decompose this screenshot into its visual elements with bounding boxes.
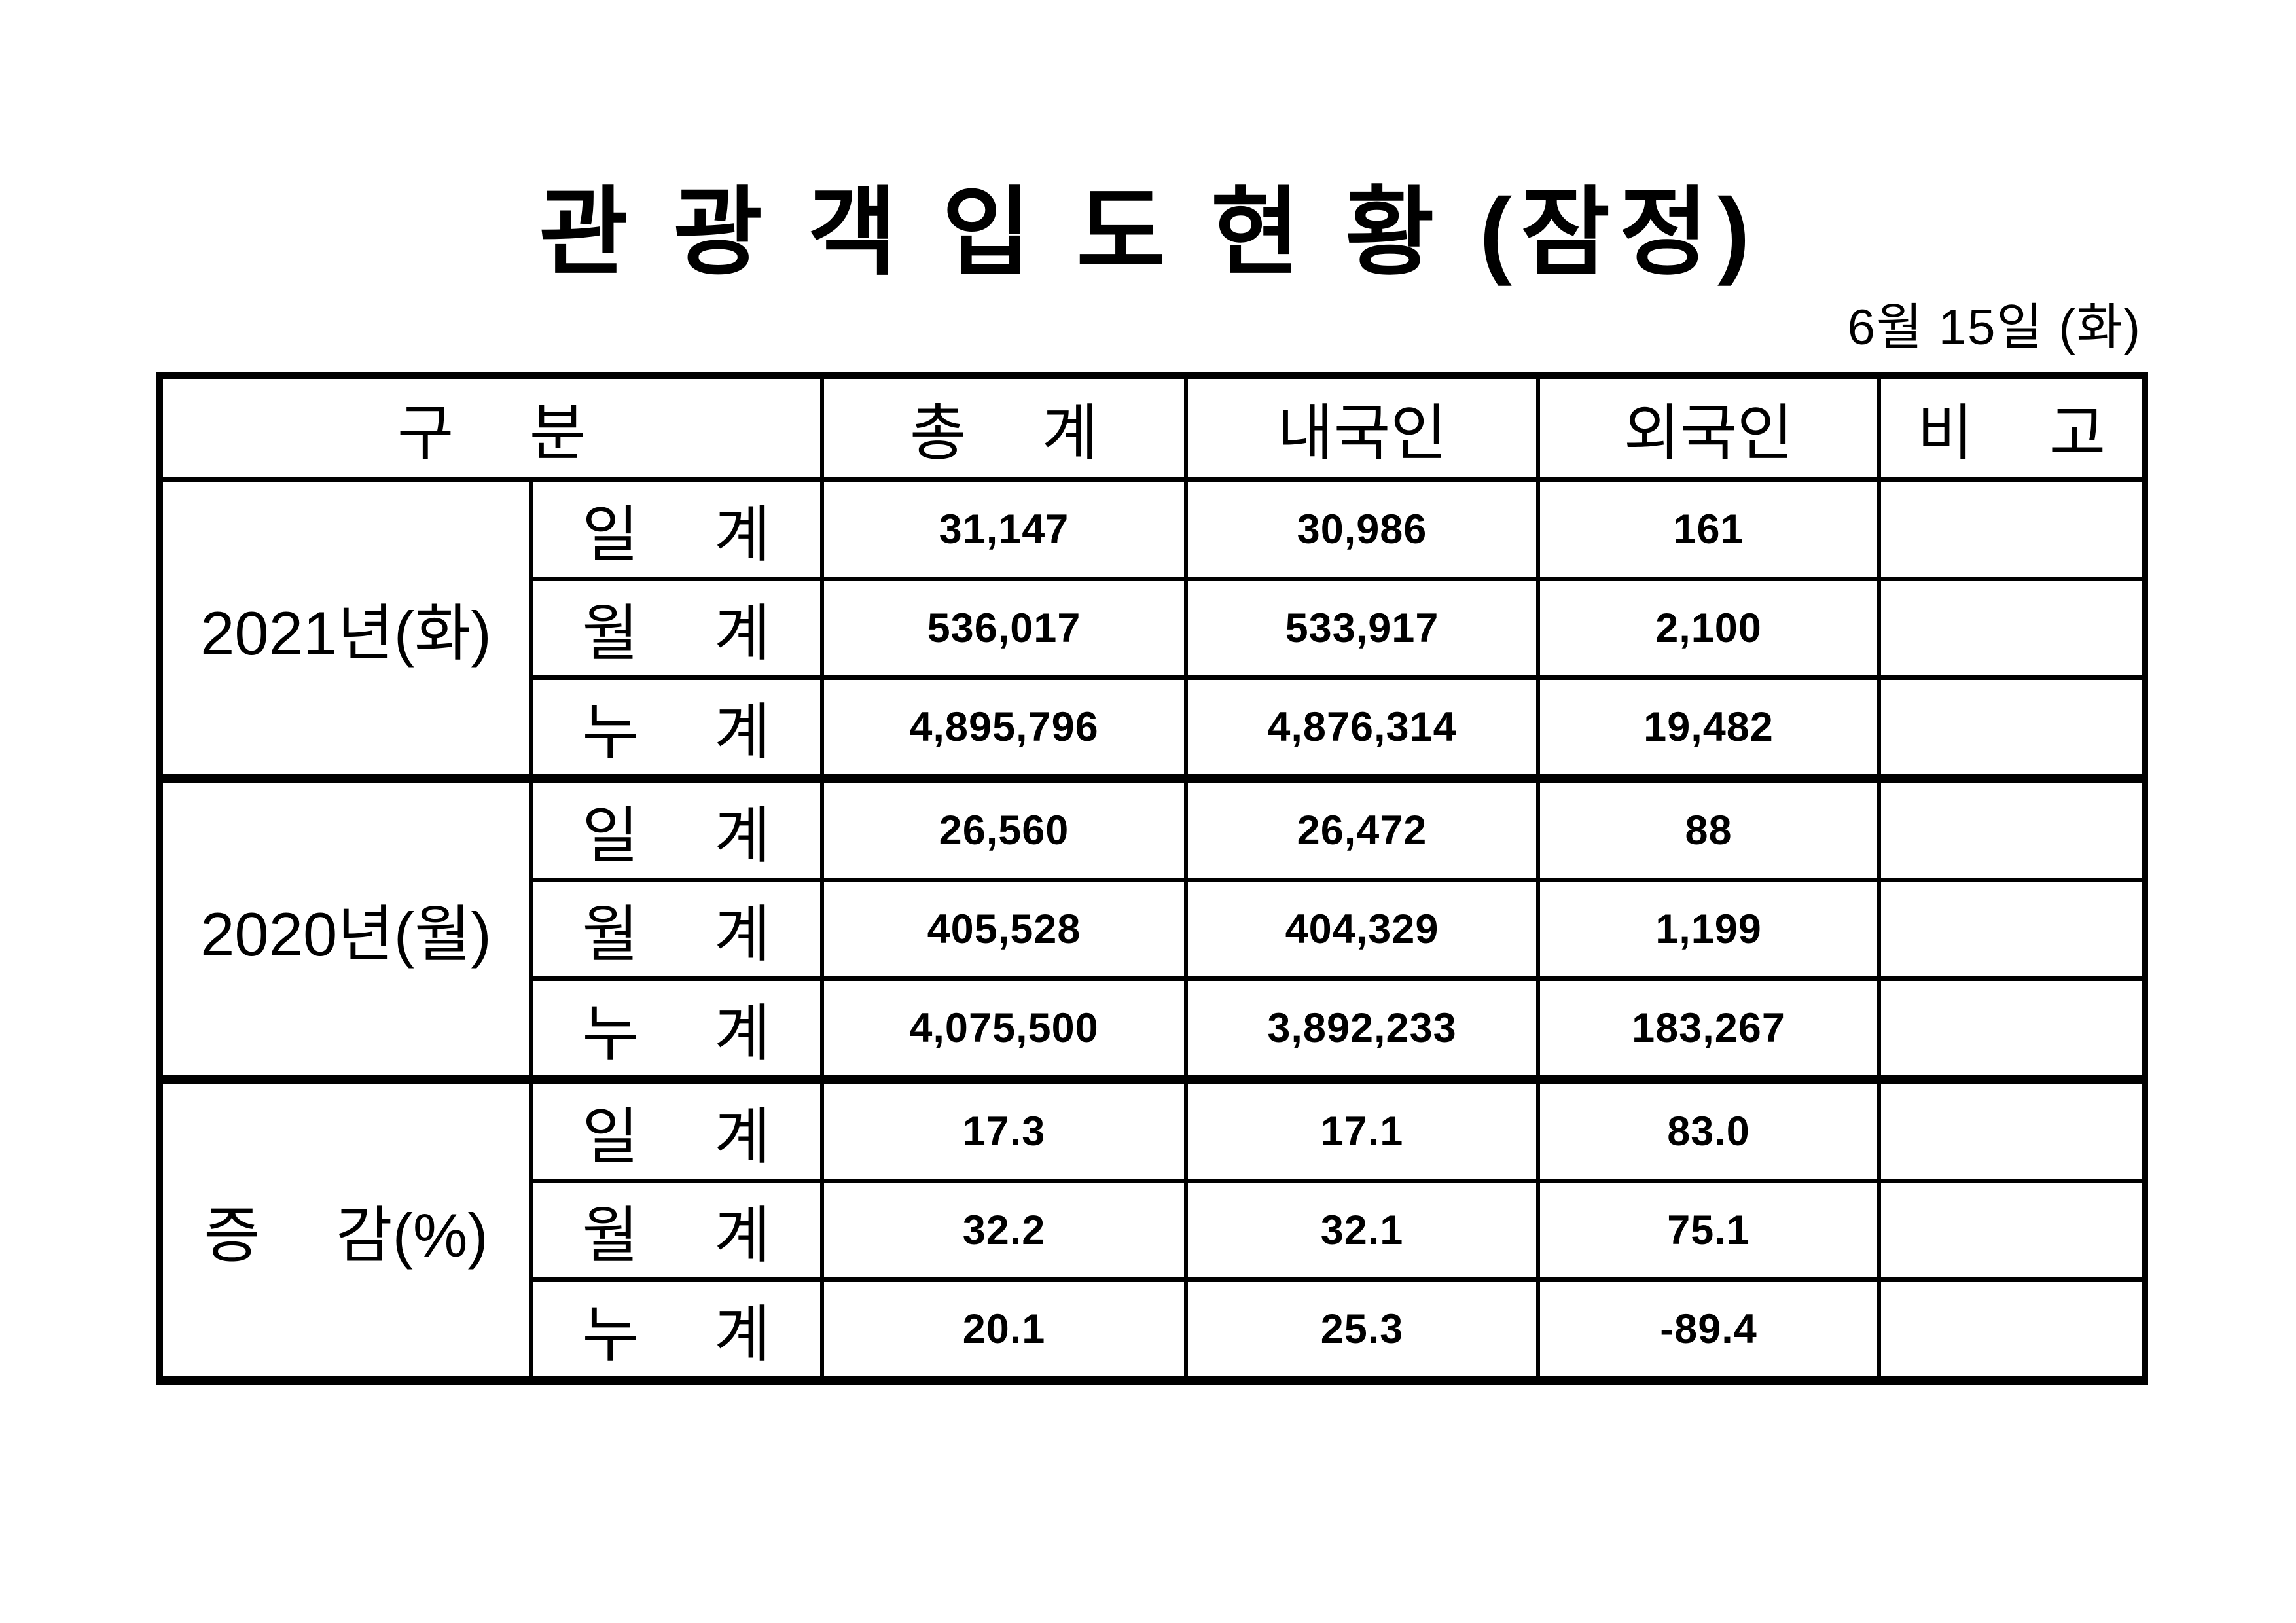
value-foreign: 183,267 [1536, 976, 1882, 1084]
remarks-cell [1877, 976, 2147, 1084]
row-label-daily: 일 계 [528, 477, 825, 581]
table-row: 2021년(화) 일 계 31,147 30,986 161 [158, 477, 2147, 783]
table-row: 월 계 405,528 404,329 1,199 [160, 878, 2147, 981]
value-foreign: 75.1 [1536, 1179, 1882, 1282]
table-row: 2020년(월) 일 계 26,560 26,472 88 [158, 776, 2147, 1084]
header-cell-foreign: 외국인 [1536, 373, 1882, 482]
row-label-daily: 일 계 [528, 1077, 825, 1183]
table-header-row: 구 분 총 계 내국인 외국인 비 고 [157, 373, 2147, 482]
header-cell-domestic: 내국인 [1184, 373, 1541, 482]
row-label-daily: 일 계 [528, 776, 825, 882]
remarks-cell [1877, 675, 2147, 783]
value-domestic: 533,917 [1184, 577, 1541, 680]
group-label-2020: 2020년(월) [158, 776, 533, 1084]
value-total: 26,560 [820, 776, 1189, 882]
page-title: 관 광 객 입 도 현 황 (잠정) [539, 179, 1759, 287]
value-foreign: 2,100 [1536, 577, 1882, 680]
value-total: 20.1 [820, 1277, 1189, 1385]
report-date: 6월 15일 (화) [1847, 300, 2142, 355]
value-total: 17.3 [820, 1077, 1189, 1183]
value-total: 32.2 [820, 1179, 1189, 1282]
row-label-monthly: 월 계 [528, 577, 825, 680]
value-domestic: 17.1 [1184, 1077, 1541, 1183]
remarks-cell [1877, 1179, 2147, 1282]
remarks-cell [1877, 878, 2147, 981]
header-cell-remarks: 비 고 [1877, 373, 2147, 482]
row-label-cumulative: 누 계 [528, 675, 825, 783]
value-foreign: 88 [1536, 776, 1882, 882]
table-row: 누 계 4,075,500 3,892,233 183,267 [160, 976, 2147, 1084]
value-domestic: 25.3 [1184, 1277, 1541, 1385]
tourist-arrivals-table: 구 분 총 계 내국인 외국인 비 고 2021년(화) 일 계 31,147 … [156, 372, 2149, 1385]
remarks-cell [1877, 1077, 2147, 1183]
value-total: 31,147 [820, 477, 1189, 581]
value-total: 536,017 [820, 577, 1189, 680]
group-label-2021: 2021년(화) [158, 477, 533, 783]
value-foreign: 19,482 [1536, 675, 1882, 783]
group-label-change: 증 감(%) [158, 1077, 533, 1385]
value-domestic: 26,472 [1184, 776, 1541, 882]
value-total: 405,528 [820, 878, 1189, 981]
table-row: 누 계 4,895,796 4,876,314 19,482 [160, 675, 2147, 783]
header-cell-total: 총 계 [820, 373, 1189, 482]
value-domestic: 32.1 [1184, 1179, 1541, 1282]
value-domestic: 4,876,314 [1184, 675, 1541, 783]
remarks-cell [1877, 776, 2147, 882]
value-total: 4,075,500 [820, 976, 1189, 1084]
value-foreign: 83.0 [1536, 1077, 1882, 1183]
value-domestic: 3,892,233 [1184, 976, 1541, 1084]
row-label-cumulative: 누 계 [528, 1277, 825, 1385]
value-foreign: -89.4 [1536, 1277, 1882, 1385]
table-row: 누 계 20.1 25.3 -89.4 [160, 1277, 2147, 1385]
table-row: 월 계 536,017 533,917 2,100 [160, 577, 2147, 680]
value-total: 4,895,796 [820, 675, 1189, 783]
table-row: 증 감(%) 일 계 17.3 17.1 83.0 [158, 1077, 2147, 1385]
header-cell-category: 구 분 [157, 373, 825, 482]
row-label-cumulative: 누 계 [528, 976, 825, 1084]
remarks-cell [1877, 577, 2147, 680]
value-domestic: 30,986 [1184, 477, 1541, 581]
row-label-monthly: 월 계 [528, 1179, 825, 1282]
table-row: 월 계 32.2 32.1 75.1 [160, 1179, 2147, 1282]
row-label-monthly: 월 계 [528, 878, 825, 981]
value-foreign: 161 [1536, 477, 1882, 581]
value-domestic: 404,329 [1184, 878, 1541, 981]
remarks-cell [1877, 1277, 2147, 1385]
remarks-cell [1877, 477, 2147, 581]
value-foreign: 1,199 [1536, 878, 1882, 981]
